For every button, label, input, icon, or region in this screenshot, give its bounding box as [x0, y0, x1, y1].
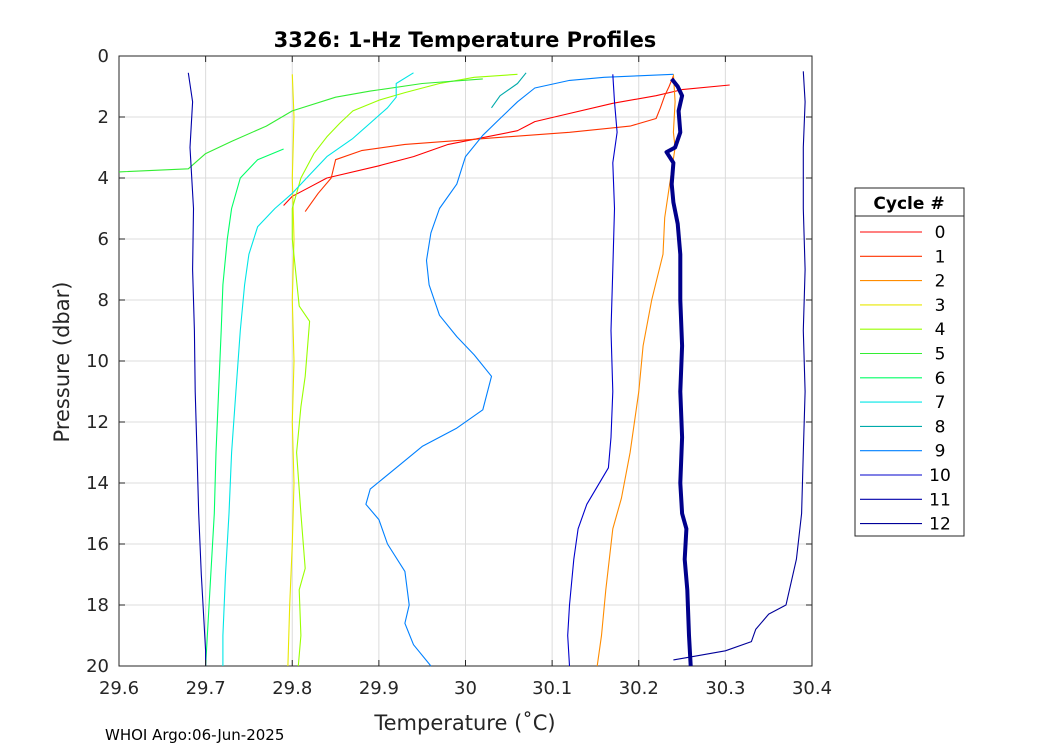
y-axis-label: Pressure (dbar) [50, 282, 74, 443]
profile-line-cycle-10 [567, 74, 618, 667]
y-axis-ticks: 0 2 4 6 8 10 12 14 16 18 20 [86, 46, 812, 677]
y-tick-label: 8 [98, 290, 109, 311]
profile-line-cycle-6 [205, 148, 284, 667]
profile-line-cycle-9 [365, 73, 674, 667]
legend-label: 3 [935, 296, 946, 316]
legend-label: 10 [929, 466, 951, 486]
y-tick-label: 6 [98, 229, 109, 250]
profile-line-cycle-8 [491, 72, 527, 109]
profile-line-cycle-0 [283, 84, 730, 206]
legend-label: 1 [935, 247, 946, 267]
x-tick-label: 29.7 [186, 678, 226, 699]
footer-stamp: WHOI Argo:06-Jun-2025 [105, 726, 284, 744]
legend-label: 2 [935, 272, 946, 292]
legend-label: 8 [935, 417, 946, 437]
y-tick-label: 12 [86, 412, 109, 433]
y-tick-label: 18 [86, 595, 109, 616]
y-tick-label: 4 [98, 168, 109, 189]
x-axis-ticks: 29.6 29.7 29.8 29.9 30 30.1 30.2 30.3 30.4 [99, 56, 832, 699]
x-axis-label: Temperature (˚C) [373, 711, 555, 735]
profile-line-cycle-7 [222, 72, 414, 666]
legend-title: Cycle # [873, 194, 944, 214]
legend-label: 7 [935, 393, 946, 413]
profile-line-cycle-4 [291, 73, 518, 667]
profile-line-cycle-1 [304, 75, 674, 212]
profile-line-cycle-2 [596, 74, 676, 667]
legend-label: 12 [929, 515, 951, 535]
profile-lines [118, 71, 806, 667]
legend-label: 6 [935, 369, 946, 389]
x-tick-label: 29.9 [359, 678, 399, 699]
legend-label: 0 [935, 223, 946, 243]
x-tick-label: 30 [454, 678, 477, 699]
legend-label: 5 [935, 345, 946, 365]
profile-line-cycle-12 [673, 71, 806, 661]
x-tick-label: 30.1 [532, 678, 572, 699]
current-profile-line [664, 77, 693, 667]
x-tick-label: 30.3 [705, 678, 745, 699]
y-tick-label: 0 [98, 46, 109, 67]
y-tick-label: 2 [98, 107, 109, 128]
x-tick-label: 30.4 [792, 678, 832, 699]
y-tick-label: 16 [86, 534, 109, 555]
legend-box [854, 187, 965, 537]
x-tick-label: 30.2 [619, 678, 659, 699]
legend-label: 9 [935, 442, 946, 462]
legend-label: 11 [929, 490, 951, 510]
y-tick-label: 20 [86, 656, 109, 677]
chart-title: 3326: 1-Hz Temperature Profiles [274, 28, 657, 52]
x-tick-label: 29.6 [99, 678, 139, 699]
profile-line-cycle-3 [287, 74, 295, 667]
y-tick-label: 10 [86, 351, 109, 372]
x-tick-label: 29.8 [272, 678, 312, 699]
legend-label: 4 [935, 320, 946, 340]
profile-line-cycle-11 [187, 72, 207, 666]
y-tick-label: 14 [86, 473, 109, 494]
